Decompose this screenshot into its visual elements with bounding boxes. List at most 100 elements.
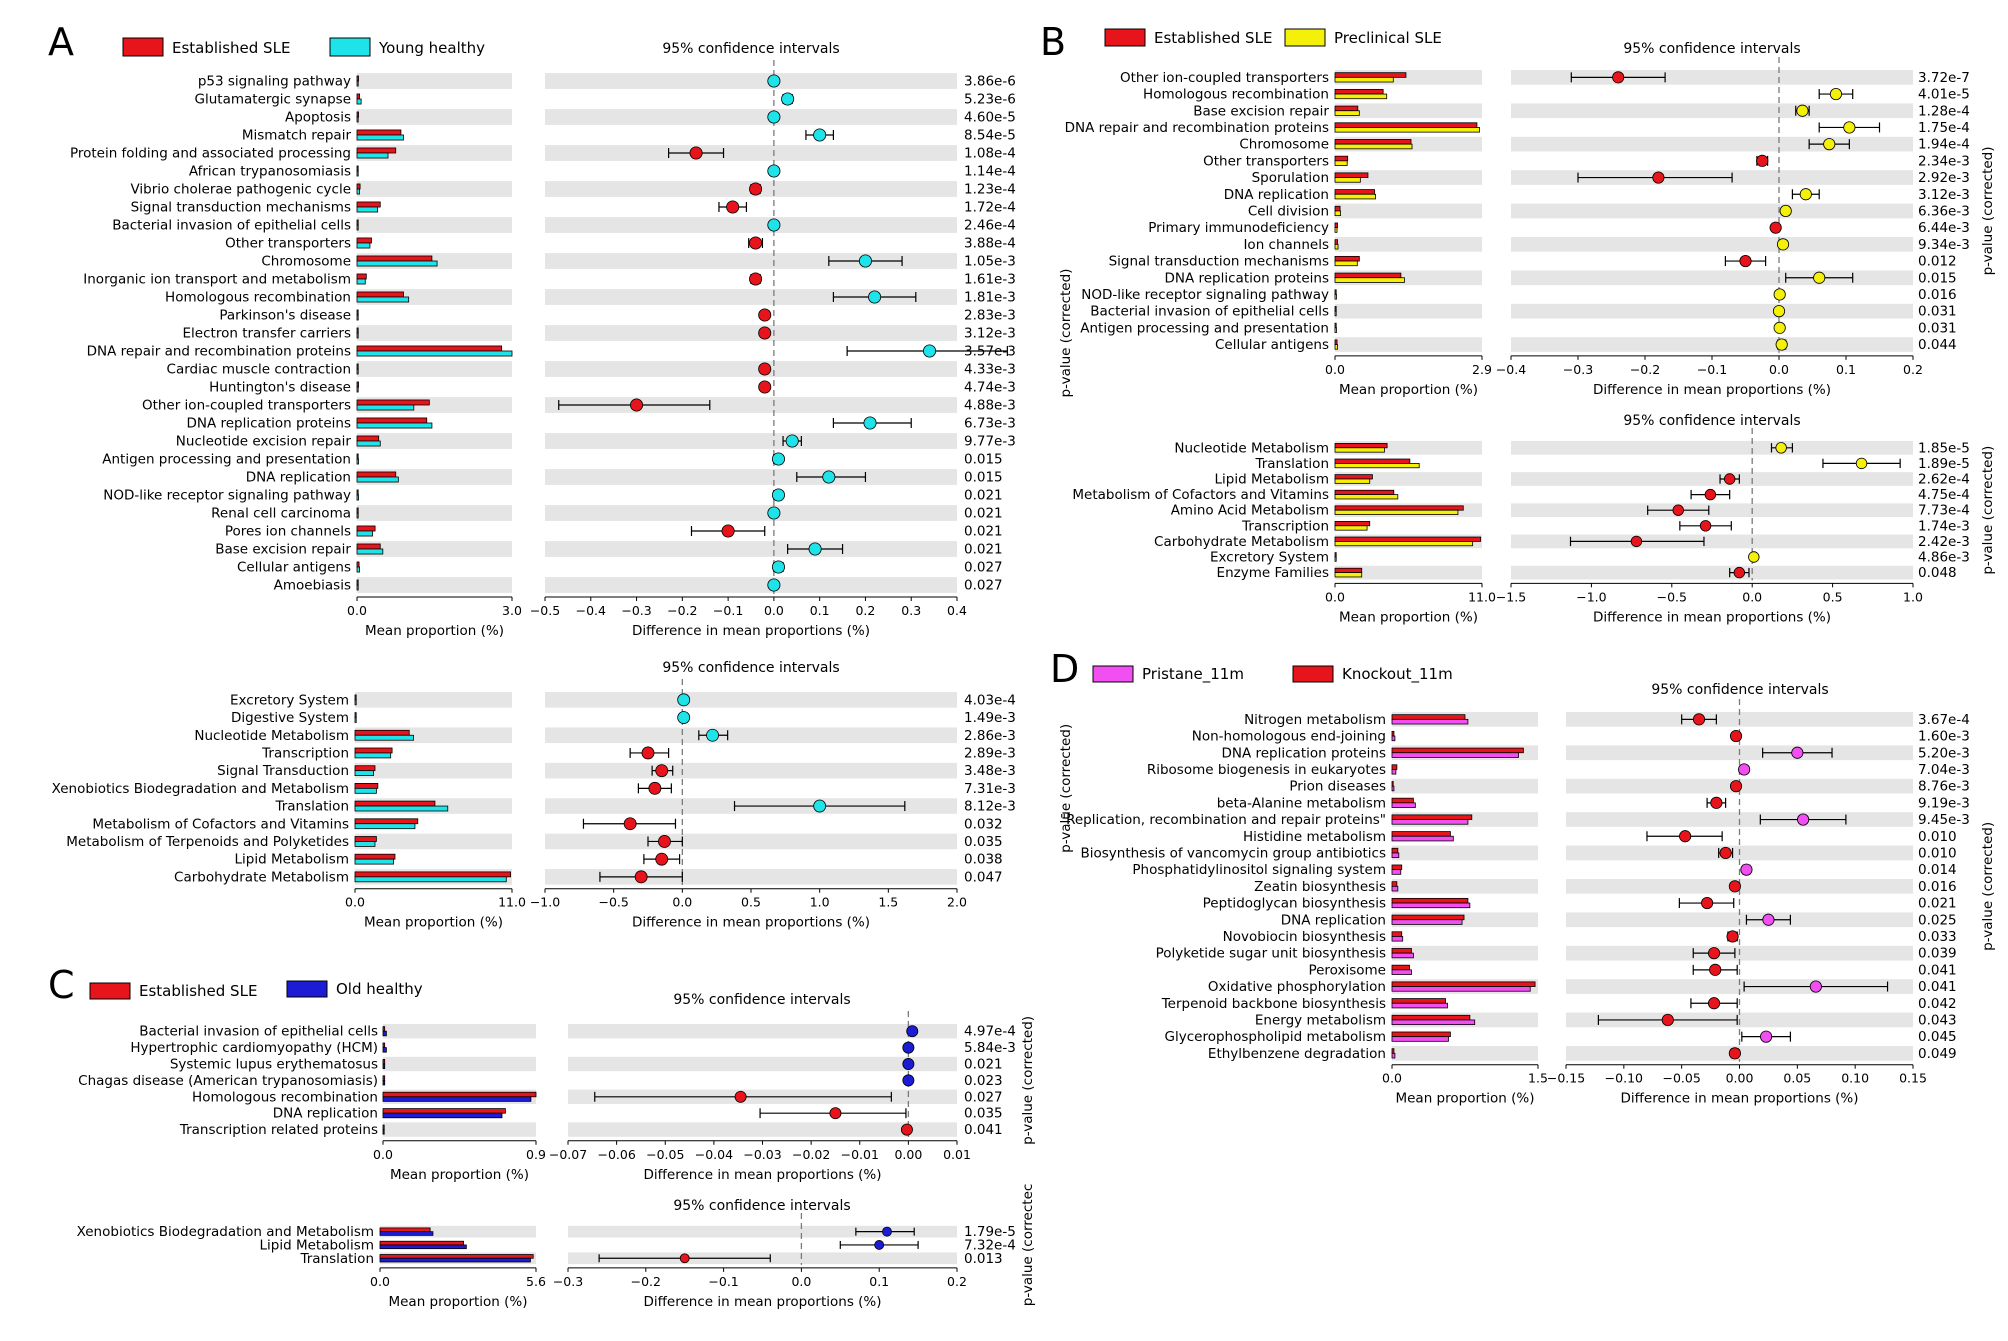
row-label: Signal transduction mechanisms	[1109, 254, 1329, 270]
ci-point	[749, 182, 763, 196]
bar-pristane-11m	[1391, 852, 1400, 859]
row-label: beta-Alanine metabolism	[1217, 795, 1386, 811]
diff-axis-tick-label: −0.1	[1697, 362, 1727, 377]
row-band	[545, 253, 957, 269]
ci-point	[1748, 551, 1760, 563]
diff-axis-tick-label: 0.0	[791, 1274, 811, 1289]
bar-young-healthy	[356, 116, 359, 123]
ci-point	[758, 308, 772, 322]
bar-preclinical-sle	[1334, 76, 1394, 83]
row-band	[357, 181, 512, 197]
bar-established-sle	[1334, 505, 1464, 511]
legend-d: Pristane_11m Knockout_11m	[1092, 665, 1453, 684]
p-value: 0.039	[1918, 946, 1957, 962]
row-band	[545, 869, 957, 885]
bar-pristane-11m	[1391, 802, 1416, 808]
diff-axis-tick-label: −0.2	[1630, 362, 1660, 377]
p-value-axis-label: p-value (correctec	[1020, 1184, 1036, 1307]
ci-point	[767, 74, 781, 88]
ci-point	[1813, 271, 1826, 284]
bar-pristane-11m	[1391, 819, 1469, 825]
ci-point	[771, 488, 785, 502]
bar-knockout-11m	[1391, 747, 1524, 754]
diff-axis-tick-label: −0.02	[792, 1147, 830, 1162]
bar-established-sle	[356, 237, 372, 244]
bar-established-sle	[1334, 272, 1402, 279]
row-label: Glycerophospholipid metabolism	[1165, 1029, 1386, 1045]
bar-young-healthy	[356, 368, 359, 375]
row-label: Pores ion channels	[225, 524, 351, 540]
row-band	[1511, 70, 1913, 85]
row-band	[1511, 203, 1913, 219]
bar-old-healthy	[382, 1063, 386, 1069]
bar-established-sle	[356, 75, 359, 82]
row-band	[355, 833, 512, 850]
bar-young-healthy	[354, 787, 377, 794]
bar-young-healthy	[356, 386, 359, 393]
ci-point	[1719, 846, 1732, 860]
row-label: Other ion-coupled transporters	[1120, 70, 1329, 86]
bar-old-healthy	[382, 1129, 385, 1135]
legend-c-swatch-established	[89, 982, 131, 1000]
bar-established-sle	[379, 1227, 431, 1233]
p-value: 1.60e-3	[1918, 729, 1970, 745]
row-label: Glutamatergic synapse	[195, 92, 351, 108]
p-value: 9.45e-3	[1918, 812, 1970, 828]
p-value: 0.010	[1918, 829, 1957, 845]
p-value: 1.14e-4	[964, 164, 1016, 180]
bar-established-sle	[356, 93, 360, 100]
row-label: Translation	[1254, 456, 1329, 472]
bar-established-sle	[1334, 105, 1359, 112]
legend-b-label-established: Established SLE	[1154, 29, 1272, 47]
bar-young-healthy	[354, 841, 376, 847]
bar-established-sle	[382, 1091, 537, 1098]
ci-point	[1855, 457, 1868, 470]
bar-young-healthy	[356, 458, 359, 465]
bar-established-sle	[354, 729, 410, 736]
bar-knockout-11m	[1391, 948, 1412, 954]
row-label: DNA repair and recombination proteins	[1065, 120, 1329, 136]
bar-knockout-11m	[1391, 998, 1446, 1004]
bar-knockout-11m	[1391, 914, 1465, 921]
p-value: 3.57e-3	[964, 344, 1016, 360]
row-band	[545, 397, 957, 413]
row-band	[1335, 203, 1482, 219]
ci-point	[1692, 713, 1706, 726]
legend-b: Established SLE Preclinical SLE	[1104, 28, 1442, 47]
row-band	[1511, 534, 1913, 549]
p-value: 6.44e-3	[1918, 220, 1970, 236]
bar-established-sle	[1334, 122, 1478, 128]
row-band	[357, 73, 512, 89]
bar-knockout-11m	[1391, 864, 1403, 871]
bar-preclinical-sle	[1334, 462, 1420, 469]
diff-axis-tick-label: 0.5	[1823, 589, 1843, 604]
ci-point	[758, 362, 772, 376]
diff-axis-tick-label: 0.0	[1769, 362, 1789, 377]
bar-established-sle	[1334, 139, 1412, 145]
p-value: 0.021	[964, 488, 1003, 504]
p-value: 0.027	[964, 578, 1003, 594]
bar-young-healthy	[356, 98, 362, 105]
row-label: Phosphatidylinositol signaling system	[1132, 862, 1386, 878]
mean-axis-tick-label: 2.9	[1472, 362, 1492, 377]
ci-point	[1762, 913, 1775, 926]
bar-established-sle	[356, 417, 428, 424]
diff-axis-tick-label: 0.1	[1836, 362, 1856, 377]
row-label: Xenobiotics Biodegradation and Metabolis…	[77, 1224, 374, 1240]
bar-established-sle	[354, 694, 357, 701]
diff-axis-tick-label: 0.5	[741, 895, 761, 910]
bar-young-healthy	[354, 699, 357, 706]
p-value: 0.031	[1918, 320, 1957, 336]
p-value: 1.23e-4	[964, 182, 1016, 198]
diff-axis-tick-label: −1.5	[1496, 589, 1526, 604]
bar-old-healthy	[379, 1244, 467, 1250]
diff-axis-tick-label: 0.1	[869, 1274, 889, 1289]
row-label: Nucleotide Metabolism	[194, 728, 349, 744]
bar-established-sle	[356, 201, 381, 208]
legend-a-label-established: Established SLE	[172, 39, 290, 57]
mean-axis-label: Mean proportion (%)	[364, 915, 503, 931]
bar-established-sle	[1334, 567, 1363, 573]
row-label: DNA replication	[246, 470, 351, 486]
diff-axis-tick-label: −0.1	[708, 1274, 738, 1289]
ci-title: 95% confidence intervals	[673, 1198, 850, 1214]
